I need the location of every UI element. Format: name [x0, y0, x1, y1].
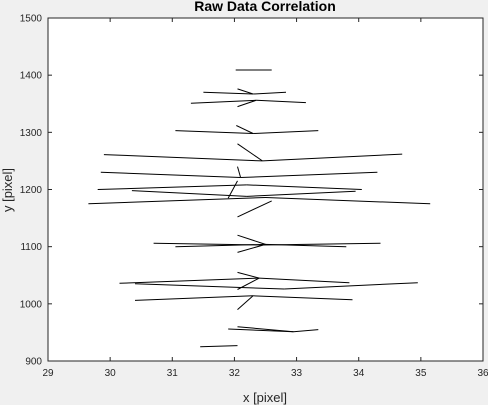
data-segment — [265, 197, 431, 205]
data-segment — [237, 99, 257, 108]
x-tick-label: 33 — [291, 368, 303, 379]
data-segment — [134, 295, 254, 301]
data-segment — [203, 91, 254, 95]
data-segment — [237, 88, 254, 95]
data-segment — [293, 329, 319, 333]
data-segment — [237, 200, 272, 218]
x-tick-label: 31 — [167, 368, 179, 379]
data-segment — [237, 234, 266, 245]
y-tick-label: 1400 — [20, 71, 43, 82]
data-segment — [259, 277, 350, 284]
data-segment — [237, 295, 254, 310]
data-segment — [190, 99, 257, 104]
data-segment — [237, 166, 242, 178]
data-segment — [253, 130, 319, 134]
data-segment — [262, 153, 403, 162]
data-segment — [237, 271, 260, 279]
y-tick-label: 1200 — [20, 185, 43, 196]
data-segment — [246, 190, 356, 197]
data-segment — [97, 184, 247, 190]
x-tick-label: 30 — [105, 368, 117, 379]
y-axis-ticks: 900 1000 1100 1200 1300 1400 1500 — [20, 14, 483, 368]
plot-area — [47, 17, 484, 362]
y-tick-label: 1500 — [20, 14, 43, 25]
chart-title: Raw Data Correlation — [194, 0, 336, 14]
x-tick-label: 32 — [229, 368, 241, 379]
data-segment — [88, 197, 266, 205]
data-segment — [175, 130, 254, 134]
y-tick-label: 1100 — [20, 242, 42, 253]
data-segment — [256, 99, 306, 104]
data-segment — [237, 277, 260, 290]
data-segment — [134, 283, 285, 290]
data-segment — [246, 184, 362, 190]
data-segment — [253, 91, 287, 95]
data-segment — [265, 243, 347, 248]
data-segment — [284, 282, 418, 290]
data-segment — [237, 243, 266, 253]
data-segment — [240, 171, 378, 178]
x-tick-label: 29 — [42, 368, 54, 379]
data-segment — [103, 154, 263, 162]
data-segment — [119, 277, 260, 284]
y-tick-label: 1300 — [20, 128, 43, 139]
data-segment — [236, 125, 254, 134]
y-tick-label: 1000 — [20, 299, 43, 310]
y-axis-label: y [pixel] — [0, 168, 15, 212]
x-tick-label: 34 — [353, 368, 365, 379]
data-segment — [100, 171, 241, 178]
data-segment — [200, 345, 238, 348]
x-tick-label: 36 — [477, 368, 488, 379]
x-axis-ticks: 29 30 31 32 33 34 35 36 — [42, 18, 488, 379]
data-segment — [131, 190, 247, 197]
x-tick-label: 35 — [415, 368, 427, 379]
data-segment — [237, 326, 294, 333]
y-tick-label: 900 — [25, 357, 42, 368]
data-segment — [253, 295, 353, 301]
x-axis-label: x [pixel] — [243, 390, 287, 405]
data-segments — [88, 69, 431, 348]
data-segment — [227, 180, 238, 199]
data-segment — [228, 328, 294, 333]
data-segment — [175, 243, 266, 248]
data-segment — [237, 143, 263, 162]
